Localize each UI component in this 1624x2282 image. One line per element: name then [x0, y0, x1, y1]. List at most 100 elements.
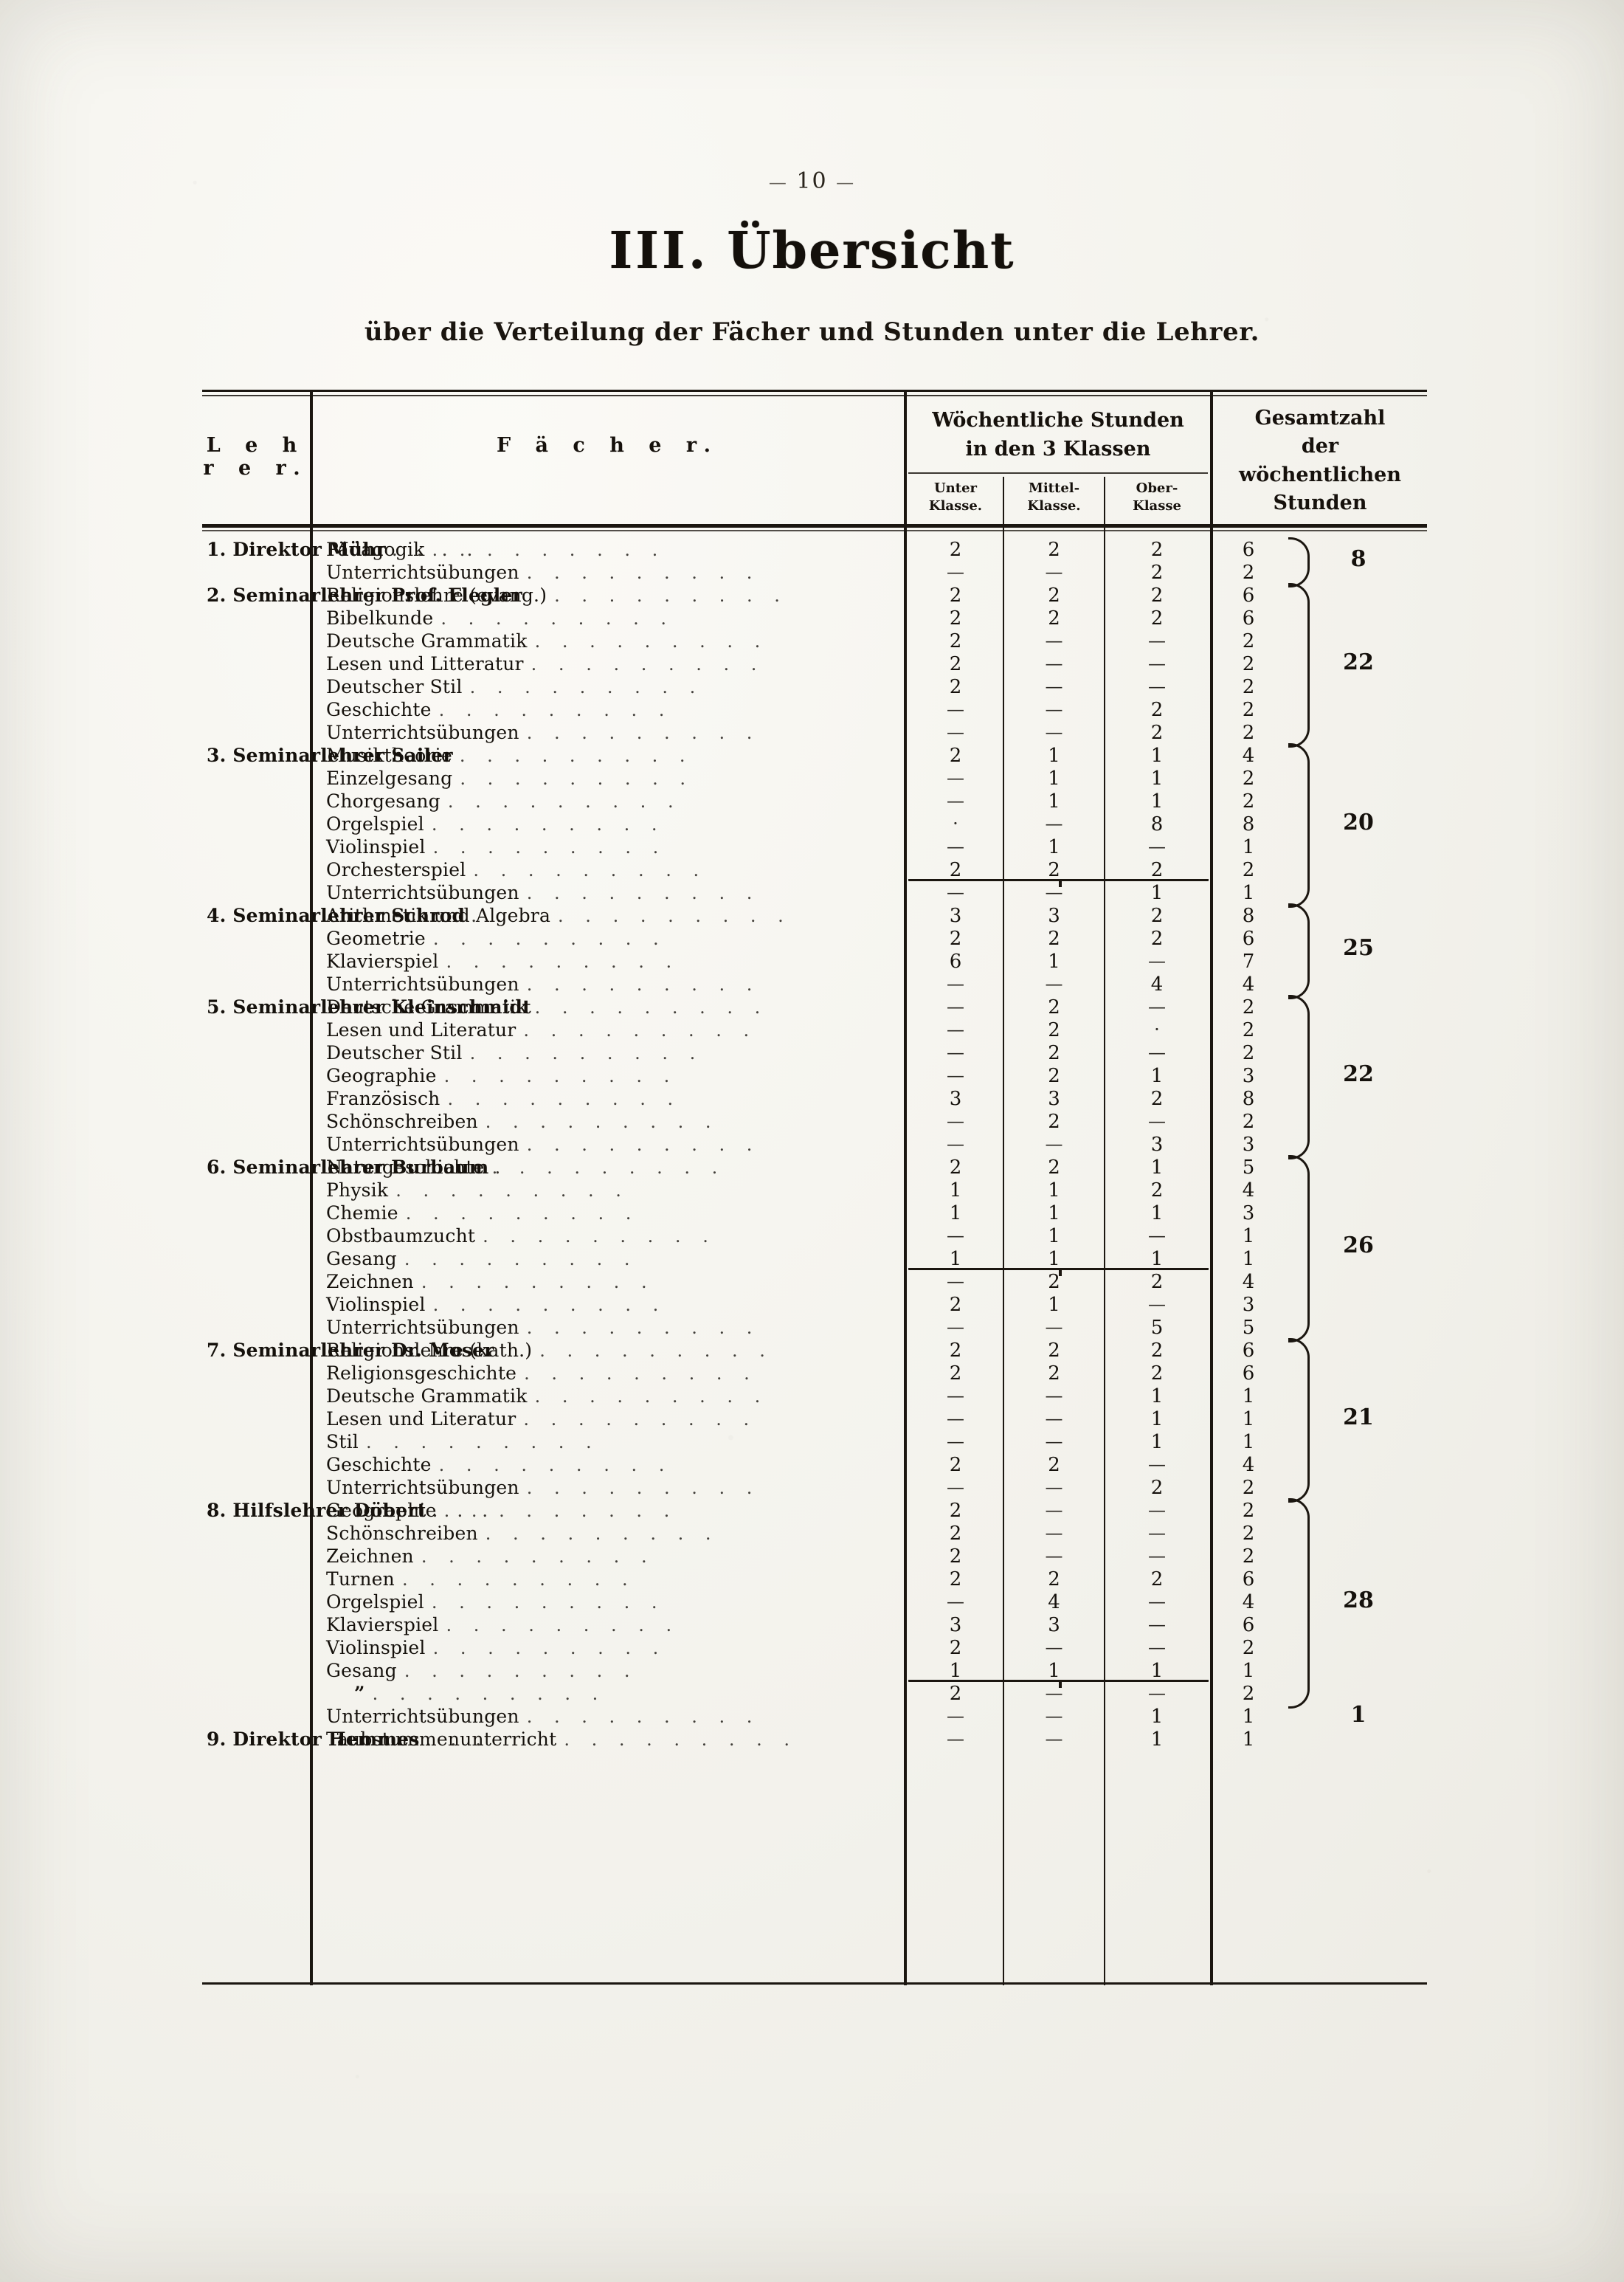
- table-row: Deutscher Stil. . . . . . . . . — 2 — 2: [202, 1042, 1427, 1065]
- cell-mittel-klasse: 1: [1048, 1248, 1060, 1270]
- cell-gesamt: 4: [1242, 973, 1255, 996]
- table-row: 9. Direktor Hemmes. . . Taubstummenunterr…: [202, 1728, 1427, 1751]
- cell-unter-klasse: —: [947, 1065, 964, 1086]
- cell-ober-klasse: 2: [1150, 1271, 1164, 1293]
- cell-mittel-klasse: —: [1045, 1317, 1063, 1337]
- cell-mittel-klasse: —: [1045, 676, 1063, 697]
- teacher-name: 1. Direktor Mühr. . . .: [207, 539, 480, 560]
- cell-ober-klasse: 5: [1150, 1317, 1164, 1339]
- total-value: 26: [1343, 1233, 1374, 1258]
- leader-dots: . . . . . . . . .: [443, 1066, 678, 1086]
- subject-name: Schönschreiben. . . . . . . . .: [326, 1111, 719, 1132]
- leader-dots: . . . . . . . . .: [401, 1569, 636, 1590]
- total-value: 22: [1343, 649, 1374, 675]
- cell-mittel-klasse: —: [1045, 562, 1063, 582]
- cell-mittel-klasse: 1: [1048, 768, 1060, 790]
- header-stunden: Wöchentliche Stunden in den 3 Klassen: [907, 406, 1209, 463]
- title-word: Übersicht: [727, 221, 1015, 280]
- cell-ober-klasse: 1: [1150, 745, 1164, 767]
- cell-mittel-klasse: 2: [1048, 1271, 1060, 1293]
- table-row: Turnen. . . . . . . . . 2 2 2 6: [202, 1568, 1427, 1591]
- table-row: Klavierspiel. . . . . . . . . 6 1 — 7: [202, 951, 1427, 973]
- subject-name: Einzelgesang. . . . . . . . .: [326, 768, 694, 789]
- cell-gesamt: 1: [1242, 1408, 1255, 1430]
- subject-name: Deutsche Grammatik. . . . . . . . .: [326, 1385, 769, 1407]
- table-row: Geschichte. . . . . . . . . — — 2 2: [202, 699, 1427, 722]
- header-unter-line2: Klasse.: [928, 497, 983, 514]
- table-row: Einzelgesang. . . . . . . . . — 1 1 2: [202, 768, 1427, 790]
- cell-mittel-klasse: 2: [1048, 585, 1060, 607]
- cell-gesamt: 2: [1242, 1042, 1255, 1064]
- cell-mittel-klasse: —: [1045, 1385, 1063, 1406]
- cell-unter-klasse: 1: [949, 1179, 962, 1202]
- cell-unter-klasse: ·: [953, 813, 958, 834]
- table-row: Zeichnen. . . . . . . . . 2 — — 2: [202, 1545, 1427, 1568]
- subject-name: Orchesterspiel. . . . . . . . .: [326, 859, 708, 880]
- cell-mittel-klasse: 3: [1048, 905, 1060, 927]
- cell-gesamt: 6: [1242, 1362, 1255, 1385]
- leader-dots: . . . . . . . . .: [447, 1089, 682, 1109]
- leader-dots: . . . . . . . . .: [432, 1295, 667, 1315]
- leader-dots: . .: [471, 905, 509, 926]
- cell-ober-klasse: 2: [1150, 699, 1164, 721]
- cell-unter-klasse: 2: [949, 859, 962, 881]
- cell-gesamt: 6: [1242, 585, 1255, 607]
- cell-gesamt: 6: [1242, 1568, 1255, 1590]
- title-numeral: III.: [609, 221, 709, 280]
- cell-mittel-klasse: 2: [1048, 607, 1060, 630]
- cell-ober-klasse: ·: [1154, 1019, 1160, 1040]
- cell-unter-klasse: —: [947, 1728, 964, 1749]
- cell-unter-klasse: —: [947, 790, 964, 811]
- cell-ober-klasse: 1: [1150, 1385, 1164, 1407]
- table-top-rule-secondary: [202, 395, 1427, 396]
- subject-name: Unterrichtsübungen. . . . . . . . .: [326, 1134, 761, 1155]
- cell-unter-klasse: —: [947, 1477, 964, 1497]
- header-mittel-line1: Mittel-: [1028, 480, 1080, 496]
- total-value: 1: [1350, 1701, 1366, 1728]
- leader-dots: . . . . . . . . .: [432, 928, 667, 949]
- leader-dots: . . . . . . . . .: [438, 1455, 673, 1475]
- cell-unter-klasse: —: [947, 1019, 964, 1040]
- group-separator-brace: [908, 879, 1209, 892]
- cell-mittel-klasse: 2: [1048, 1065, 1060, 1087]
- cell-gesamt: 4: [1242, 1179, 1255, 1202]
- leader-dots: .: [494, 1156, 508, 1178]
- leader-dots: . . . . . . . . .: [523, 1020, 758, 1041]
- subject-name: Musiktheorie. . . . . . . . .: [326, 745, 694, 766]
- cell-ober-klasse: 2: [1150, 928, 1164, 950]
- cell-ober-klasse: —: [1148, 1523, 1166, 1543]
- cell-mittel-klasse: 2: [1048, 1362, 1060, 1385]
- leader-dots: . . . . . . . . .: [531, 654, 765, 675]
- teacher-name: 4. Seminarlehrer Schrod. .: [207, 905, 509, 926]
- cell-mittel-klasse: 2: [1048, 1111, 1060, 1133]
- cell-unter-klasse: 2: [949, 1523, 962, 1545]
- teacher-name: 8. Hilfslehrer Döbert. . .: [207, 1500, 495, 1521]
- cell-mittel-klasse: 1: [1048, 1660, 1060, 1682]
- leader-dots: . . . . . . . . .: [485, 1111, 719, 1132]
- cell-gesamt: 7: [1242, 951, 1255, 973]
- total-value: 21: [1343, 1404, 1374, 1430]
- total-brace: [1288, 743, 1310, 908]
- table-row: Orchesterspiel. . . . . . . . . 2 2 2 2: [202, 859, 1427, 882]
- subject-name: Geographie. . . . . . . . .: [326, 1500, 678, 1521]
- table-row: Unterrichtsübungen. . . . . . . . . — — 1 1: [202, 1706, 1427, 1728]
- cell-mittel-klasse: —: [1045, 1545, 1063, 1566]
- cell-mittel-klasse: 1: [1048, 951, 1060, 973]
- leader-dots: . . . . . . . . .: [526, 1134, 761, 1155]
- cell-unter-klasse: 6: [949, 951, 962, 973]
- cell-unter-klasse: 2: [949, 585, 962, 607]
- cell-mittel-klasse: —: [1045, 1523, 1063, 1543]
- cell-unter-klasse: 3: [949, 1088, 962, 1110]
- cell-gesamt: 1: [1242, 882, 1255, 904]
- cell-gesamt: 2: [1242, 859, 1255, 881]
- cell-unter-klasse: —: [947, 1706, 964, 1726]
- cell-ober-klasse: 1: [1150, 1728, 1164, 1751]
- leader-dots: . . . . . . . . .: [459, 745, 694, 766]
- cell-ober-klasse: —: [1148, 951, 1166, 971]
- leader-dots: . . . . . . . . .: [523, 1409, 758, 1430]
- cell-unter-klasse: —: [947, 1408, 964, 1429]
- overview-table: L e h r e r. F ä c h e r. Wöchentliche S…: [202, 390, 1427, 1985]
- cell-ober-klasse: —: [1148, 1500, 1166, 1520]
- teacher-name: 2. Seminarlehrer Prof. Flegler: [207, 585, 522, 606]
- table-header-bottom-rule-secondary: [202, 530, 1427, 531]
